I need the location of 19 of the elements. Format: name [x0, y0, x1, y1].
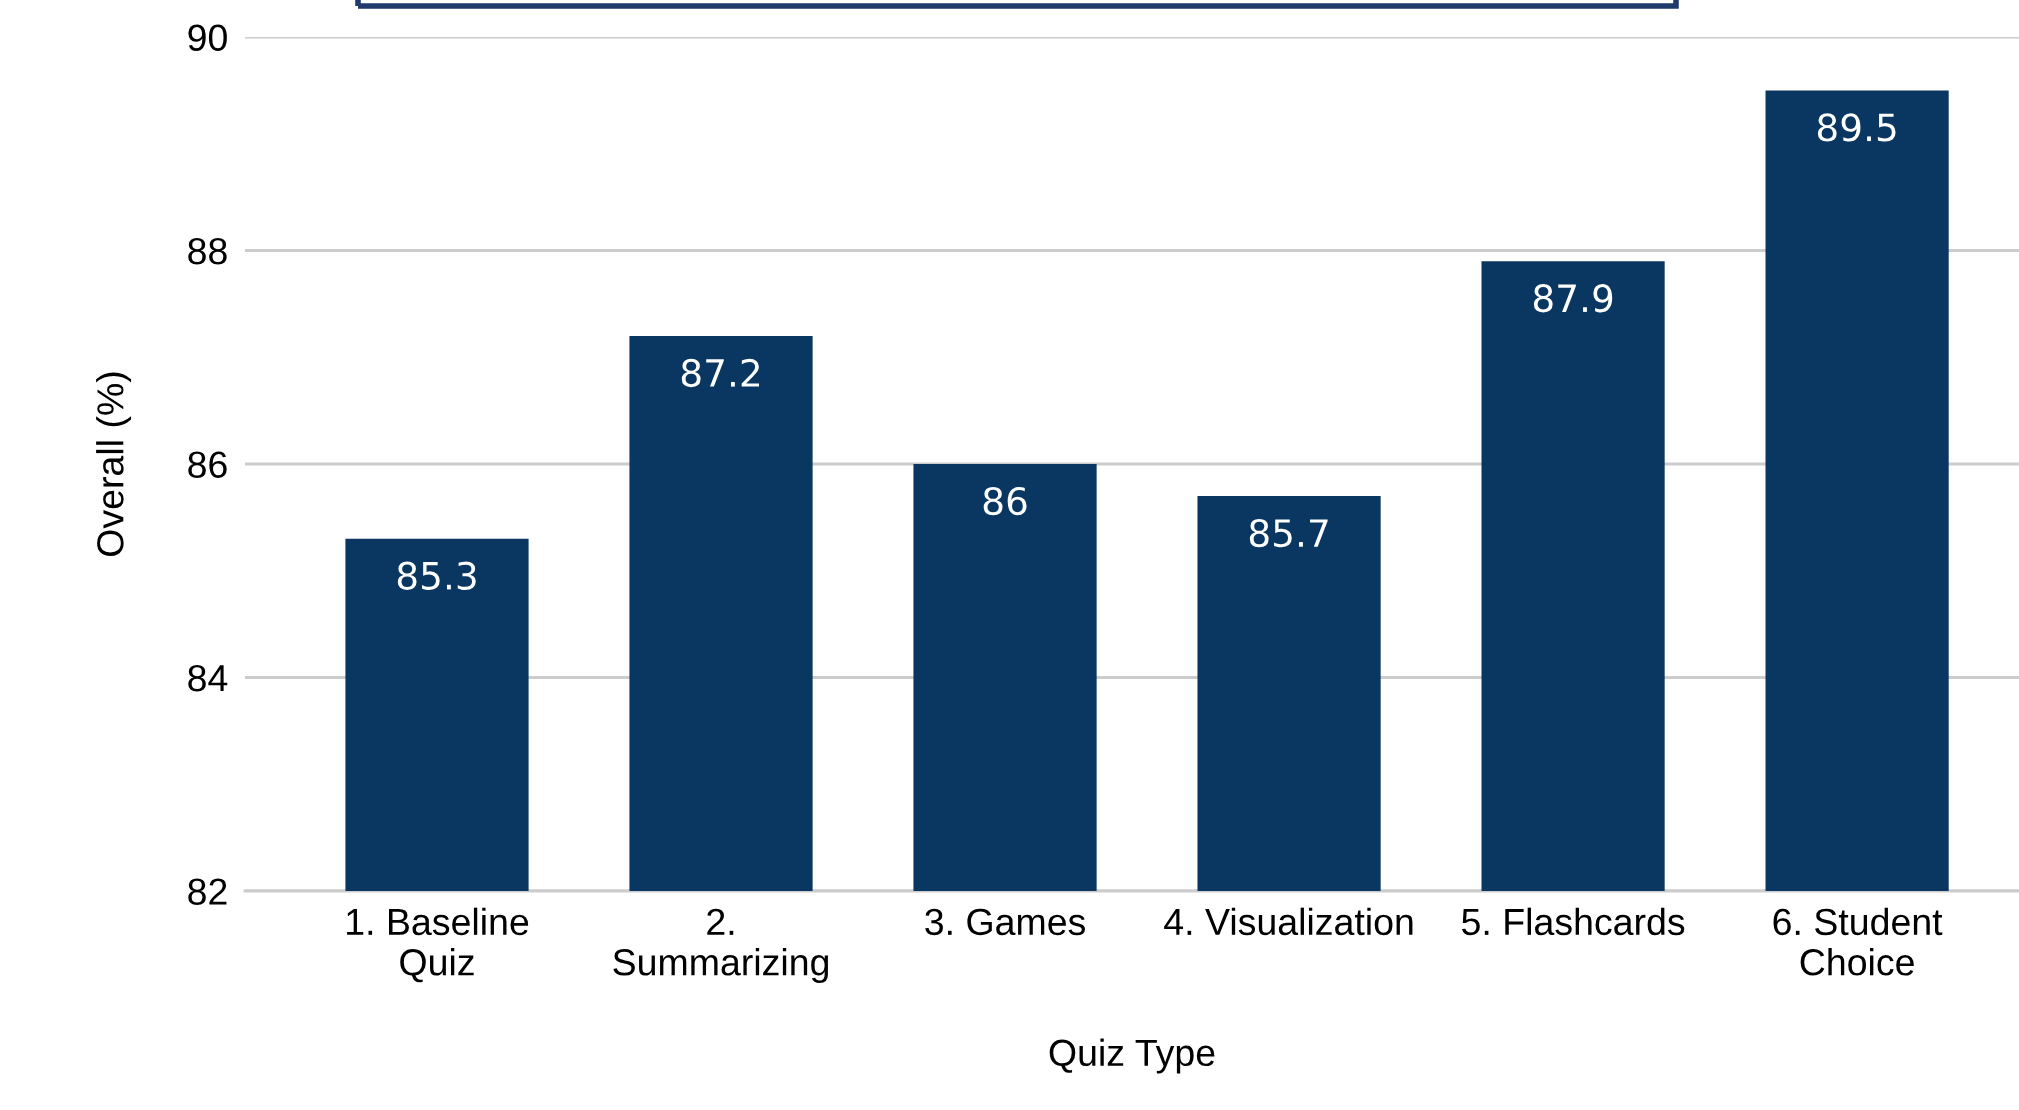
- x-axis-title: Quiz Type: [1049, 1038, 1215, 1074]
- data-label: 87.2: [681, 358, 760, 388]
- data-label: 87.9: [1533, 284, 1613, 313]
- x-tick-label: 4. Visualization: [1164, 907, 1413, 936]
- y-tick-label: 86: [188, 451, 227, 478]
- y-tick-label: 84: [188, 664, 228, 692]
- data-label: 86: [983, 486, 1027, 516]
- x-tick-label: 5. Flashcards: [1462, 907, 1685, 936]
- x-tick-label: 1. Baseline Quiz: [347, 907, 529, 983]
- y-axis-title: Overall (%): [96, 372, 132, 556]
- y-tick-label: 82: [188, 878, 227, 905]
- data-label: 89.5: [1817, 113, 1896, 142]
- x-tick-label: 2. Summarizing: [613, 908, 829, 984]
- data-label: 85.7: [1249, 518, 1328, 548]
- data-label: 85.3: [397, 561, 476, 590]
- x-tick-label: 6. Student Choice: [1773, 907, 1943, 976]
- y-tick-label: 90: [188, 24, 227, 51]
- y-tick-label: 88: [188, 237, 227, 265]
- x-tick-label: 3. Games: [925, 908, 1085, 936]
